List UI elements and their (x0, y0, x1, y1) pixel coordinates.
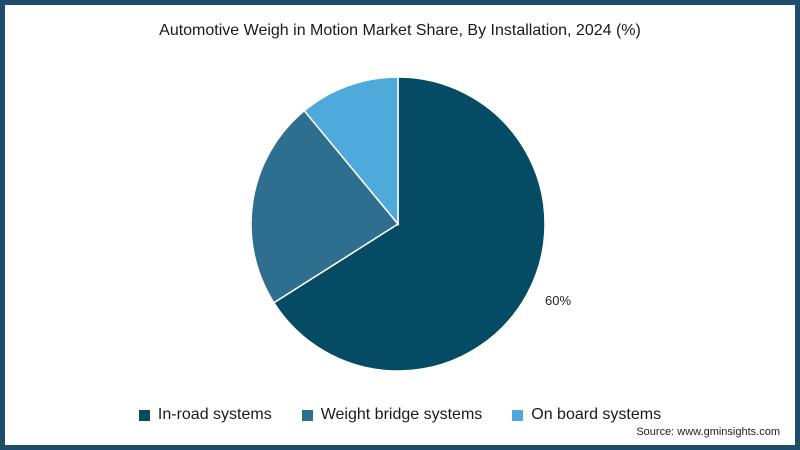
chart-title: Automotive Weigh in Motion Market Share,… (159, 22, 641, 39)
legend-swatch-in-road (138, 409, 150, 421)
legend-label-on-board: On board systems (531, 406, 662, 423)
legend-item-on-board: On board systems (512, 406, 661, 424)
data-label-in-road: 60% (545, 293, 571, 308)
pie-slices (250, 76, 546, 372)
source-note: Source: www.gminsights.com (636, 426, 780, 438)
legend-item-weight-bridge: Weight bridge systems (301, 406, 483, 424)
pie-slice-weight-bridge (250, 109, 400, 304)
legend-label-weight-bridge: Weight bridge systems (320, 406, 483, 423)
legend-item-in-road: In-road systems (138, 406, 272, 424)
legend-swatch-on-board (512, 409, 524, 421)
pie-slice-in-road (272, 76, 546, 372)
legend-swatch-weight-bridge (301, 409, 313, 421)
legend: In-road systems Weight bridge systems On… (0, 406, 800, 424)
pie-slice-on-board (303, 76, 399, 227)
legend-label-in-road: In-road systems (157, 406, 272, 423)
